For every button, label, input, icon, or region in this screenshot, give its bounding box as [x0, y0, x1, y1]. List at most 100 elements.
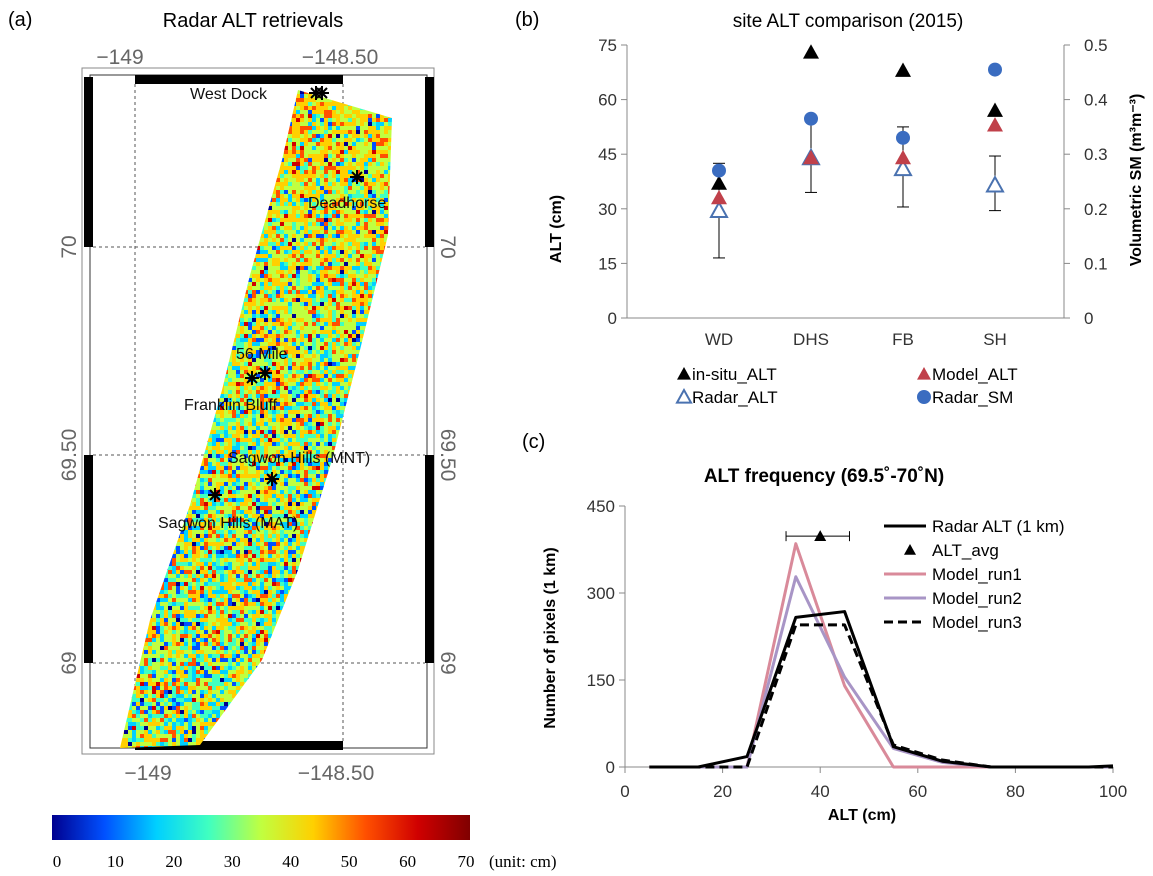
strip-cell: [164, 354, 168, 358]
strip-cell: [140, 202, 144, 206]
strip-cell: [136, 310, 140, 314]
strip-cell: [248, 254, 252, 258]
strip-cell: [228, 158, 232, 162]
strip-cell: [136, 90, 140, 94]
strip-cell: [112, 126, 116, 130]
strip-cell: [344, 338, 348, 342]
strip-cell: [216, 242, 220, 246]
strip-cell: [324, 106, 328, 110]
strip-cell: [296, 334, 300, 338]
strip-cell: [328, 94, 332, 98]
strip-cell: [136, 98, 140, 102]
strip-cell: [312, 270, 316, 274]
strip-cell: [228, 226, 232, 230]
strip-cell: [124, 274, 128, 278]
strip-cell: [192, 194, 196, 198]
strip-cell: [176, 294, 180, 298]
strip-cell: [320, 306, 324, 310]
strip-cell: [180, 274, 184, 278]
strip-cell: [200, 358, 204, 362]
strip-cell: [140, 174, 144, 178]
strip-cell: [308, 286, 312, 290]
strip-cell: [368, 190, 372, 194]
strip-cell: [364, 286, 368, 290]
strip-cell: [204, 130, 208, 134]
strip-cell: [136, 206, 140, 210]
strip-cell: [164, 186, 168, 190]
strip-cell: [288, 206, 292, 210]
strip-cell: [284, 314, 288, 318]
strip-cell: [268, 310, 272, 314]
strip-cell: [356, 194, 360, 198]
strip-cell: [208, 322, 212, 326]
strip-cell: [188, 294, 192, 298]
strip-cell: [192, 322, 196, 326]
strip-cell: [252, 302, 256, 306]
strip-cell: [364, 330, 368, 334]
strip-cell: [380, 210, 384, 214]
strip-cell: [356, 106, 360, 110]
strip-cell: [140, 330, 144, 334]
strip-cell: [248, 154, 252, 158]
strip-cell: [224, 198, 228, 202]
strip-cell: [376, 350, 380, 354]
strip-cell: [240, 282, 244, 286]
strip-cell: [296, 86, 300, 90]
strip-cell: [320, 214, 324, 218]
strip-cell: [212, 330, 216, 334]
strip-cell: [352, 238, 356, 242]
strip-cell: [180, 198, 184, 202]
strip-cell: [380, 302, 384, 306]
strip-cell: [160, 210, 164, 214]
strip-cell: [368, 234, 372, 238]
strip-cell: [324, 222, 328, 226]
strip-cell: [284, 202, 288, 206]
strip-cell: [336, 202, 340, 206]
strip-cell: [148, 338, 152, 342]
strip-cell: [164, 218, 168, 222]
strip-cell: [188, 330, 192, 334]
strip-cell: [156, 118, 160, 122]
strip-cell: [164, 330, 168, 334]
strip-cell: [196, 170, 200, 174]
strip-cell: [164, 170, 168, 174]
strip-cell: [232, 278, 236, 282]
strip-cell: [164, 290, 168, 294]
strip-cell: [376, 290, 380, 294]
strip-cell: [284, 190, 288, 194]
strip-cell: [292, 274, 296, 278]
strip-cell: [152, 242, 156, 246]
strip-cell: [312, 322, 316, 326]
strip-cell: [352, 114, 356, 118]
strip-cell: [120, 162, 124, 166]
strip-cell: [192, 330, 196, 334]
strip-cell: [220, 274, 224, 278]
strip-cell: [268, 242, 272, 246]
strip-cell: [216, 322, 220, 326]
strip-cell: [152, 174, 156, 178]
strip-cell: [316, 106, 320, 110]
strip-cell: [296, 126, 300, 130]
strip-cell: [344, 118, 348, 122]
strip-cell: [344, 354, 348, 358]
strip-cell: [236, 186, 240, 190]
strip-cell: [308, 94, 312, 98]
strip-cell: [248, 322, 252, 326]
strip-cell: [376, 210, 380, 214]
strip-cell: [144, 150, 148, 154]
strip-cell: [228, 126, 232, 130]
strip-cell: [112, 202, 116, 206]
strip-cell: [312, 334, 316, 338]
strip-cell: [340, 286, 344, 290]
strip-cell: [156, 278, 160, 282]
strip-cell: [180, 214, 184, 218]
strip-cell: [172, 98, 176, 102]
strip-cell: [200, 326, 204, 330]
strip-cell: [332, 354, 336, 358]
strip-cell: [112, 90, 116, 94]
strip-cell: [348, 190, 352, 194]
strip-cell: [344, 234, 348, 238]
strip-cell: [248, 354, 252, 358]
strip-cell: [320, 182, 324, 186]
strip-cell: [284, 238, 288, 242]
